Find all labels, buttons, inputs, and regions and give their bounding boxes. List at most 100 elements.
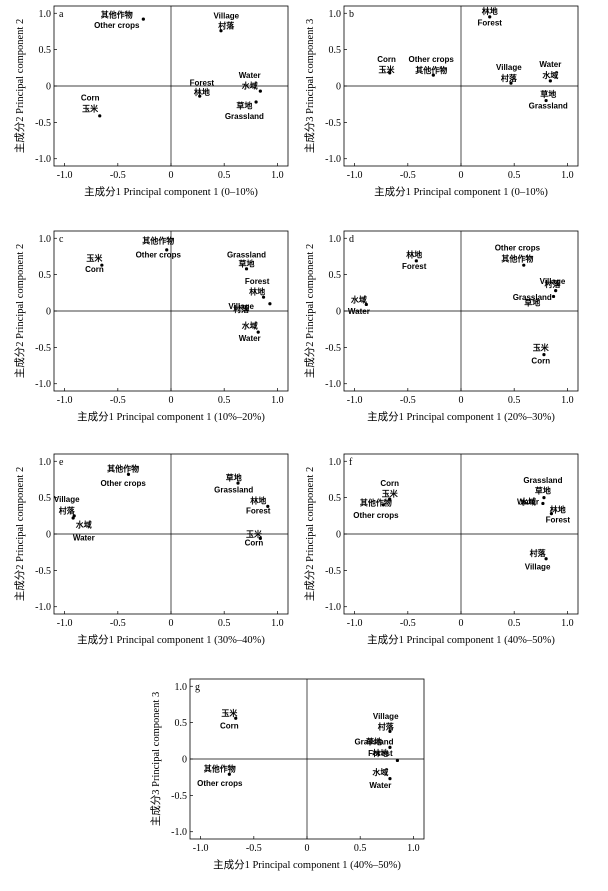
data-point (364, 302, 368, 307)
y-tick-label: -0.5 (325, 566, 341, 577)
data-point (261, 295, 266, 299)
y-tick-label: -1.0 (325, 154, 341, 165)
y-tick-label: 0 (336, 82, 341, 93)
y-tick-label: -0.5 (35, 343, 51, 354)
data-point (488, 15, 492, 19)
y-tick-label: 1.0 (39, 457, 52, 468)
point-label: Corn (245, 539, 264, 548)
x-axis-title: 主成分1 Principal component 1 (20%–30%) (367, 411, 555, 423)
data-point (256, 330, 260, 334)
point-label: 林地 (194, 87, 210, 97)
data-point (522, 263, 526, 267)
x-tick-label: -1.0 (347, 618, 363, 629)
y-axis-title: 主成分3 Principal component 3 (150, 692, 162, 826)
data-point (244, 267, 249, 271)
x-tick-label: -0.5 (110, 170, 126, 181)
y-axis-title: 主成分3 Principal component 3 (304, 19, 316, 153)
data-point (71, 516, 75, 520)
y-tick-label: 0 (46, 307, 51, 318)
x-axis-title: 主成分1 Principal component 1 (10%–20%) (77, 411, 265, 423)
data-point (542, 353, 546, 357)
panel-e: -1.0 -0.5 0 0.5 1.0 -1.0 -0.5 0 0.5 1.0 e 主成分1 Prin… (14, 453, 289, 646)
point-label: 林地 (406, 249, 422, 259)
y-tick-label: -1.0 (35, 602, 51, 613)
y-tick-label: -1.0 (35, 379, 51, 390)
point-label: Corn (531, 356, 550, 365)
y-tick-label: 0.5 (329, 45, 342, 56)
y-tick-label: 0 (46, 530, 51, 541)
point-label: 水域 (350, 294, 367, 304)
point-label: Corn (81, 94, 100, 103)
point-label: 林地 (250, 496, 266, 506)
y-tick-label: 1.0 (39, 234, 52, 245)
point-label: Other crops (94, 21, 140, 30)
data-point (551, 294, 556, 299)
point-label: Village (54, 495, 80, 504)
y-axis-title: 主成分2 Principal component 2 (304, 467, 316, 601)
panel-b: -1.0 -0.5 0 0.5 1.0 -1.0 -0.5 0 0.5 1.0 b 主成分1 Prin… (304, 5, 579, 198)
y-tick-label: 1.0 (329, 9, 342, 20)
y-tick-label: 1.0 (39, 9, 52, 20)
data-point (219, 29, 223, 33)
x-tick-label: 1.0 (561, 618, 574, 629)
x-axis-title: 主成分1 Principal component 1 (0–10%) (374, 186, 548, 198)
data-point (544, 98, 548, 103)
point-label: 林地 (372, 748, 388, 758)
x-tick-label: 0 (169, 170, 174, 181)
y-tick-label: 0.5 (329, 493, 342, 504)
data-point (165, 248, 169, 252)
panel-tag: f (349, 457, 353, 468)
point-label: 其他作物 (415, 65, 447, 75)
y-tick-label: 0 (336, 307, 341, 318)
x-tick-label: 0.5 (218, 618, 231, 629)
x-tick-label: 1.0 (407, 843, 420, 854)
x-axis-title: 主成分1 Principal component 1 (40%–50%) (213, 859, 401, 871)
point-label: Water (239, 71, 261, 80)
point-label: 村落 (233, 304, 250, 314)
y-tick-label: 0.5 (175, 718, 188, 729)
x-tick-label: -1.0 (347, 170, 363, 181)
point-label: 草地 (239, 259, 255, 269)
data-point (414, 259, 418, 263)
point-label: 村落 (544, 279, 561, 289)
x-tick-label: 0.5 (508, 395, 521, 406)
x-tick-label: -0.5 (110, 395, 126, 406)
data-point (431, 73, 435, 77)
point-label: 其他作物 (501, 254, 533, 264)
x-tick-label: -0.5 (400, 170, 416, 181)
y-tick-label: -0.5 (171, 791, 187, 802)
panel-tag: c (59, 234, 64, 245)
point-label: 玉米 (82, 104, 99, 114)
panel-a: -1.0 -0.5 0 0.5 1.0 -1.0 -0.5 0 0.5 1.0 a 主成分1 Prin… (14, 5, 289, 198)
point-label: Village (525, 563, 551, 572)
x-tick-label: 0 (459, 170, 464, 181)
data-point (234, 716, 238, 720)
panel-tag: e (59, 457, 64, 468)
point-label: Other crops (197, 779, 243, 788)
x-tick-label: 0 (169, 395, 174, 406)
panel-f: -1.0 -0.5 0 0.5 1.0 -1.0 -0.5 0 0.5 1.0 f 主成分1 Prin… (304, 453, 579, 646)
point-label: Forest (477, 19, 502, 28)
x-tick-label: 0.5 (218, 170, 231, 181)
y-tick-label: 0.5 (39, 45, 52, 56)
data-point (544, 557, 548, 561)
x-tick-label: 1.0 (271, 170, 284, 181)
x-tick-label: 0.5 (218, 395, 231, 406)
data-point (141, 17, 145, 21)
panel-tag: a (59, 9, 64, 20)
y-tick-label: 1.0 (175, 682, 188, 693)
data-point (509, 81, 513, 85)
point-label: 村落 (378, 721, 395, 731)
point-label: Water (239, 334, 261, 343)
point-label: 其他作物 (360, 498, 392, 508)
x-tick-label: 1.0 (271, 395, 284, 406)
x-tick-label: -1.0 (347, 395, 363, 406)
y-tick-label: -1.0 (171, 827, 187, 838)
panel-c: -1.0 -0.5 0 0.5 1.0 -1.0 -0.5 0 0.5 1.0 c 主成分1 Prin… (14, 230, 289, 423)
y-axis-title: 主成分2 Principal component 2 (14, 19, 26, 153)
x-tick-label: -0.5 (400, 618, 416, 629)
y-axis-title: 主成分2 Principal component 2 (14, 244, 26, 378)
point-label: 玉米 (246, 529, 263, 539)
point-label: 草地 (540, 89, 556, 99)
